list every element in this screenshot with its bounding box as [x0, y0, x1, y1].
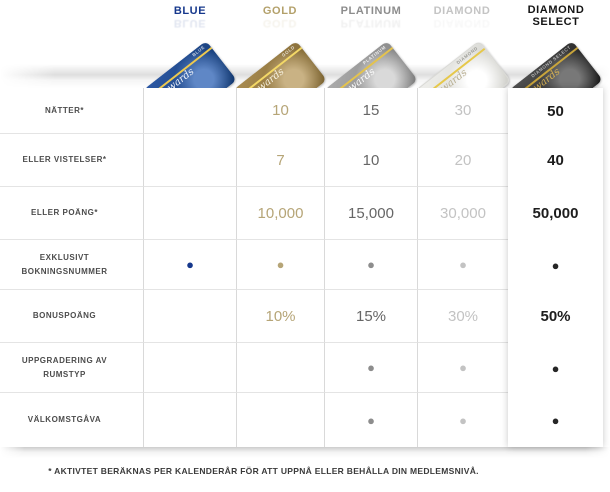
cell-bokningsnummer-diamond-select: ●	[551, 257, 560, 273]
cell-valkomstgava-diamond: ●	[417, 393, 508, 447]
tier-label-reflection: DIAMOND	[433, 17, 491, 29]
cell-vistelser-diamond: 20	[417, 134, 508, 187]
cell-bokningsnummer-gold: ●	[236, 240, 324, 290]
table-bottom-shadow	[0, 447, 610, 458]
cell-poang-blue	[143, 187, 236, 240]
cell-uppgradering-diamond: ●	[417, 343, 508, 393]
cell-poang-diamond: 30,000	[417, 187, 508, 240]
tier-label-platinum: PLATINUM	[340, 5, 402, 17]
cell-uppgradering-gold	[236, 343, 324, 393]
cell-bonuspoang-diamond-select: 50%	[540, 308, 571, 325]
tier-header-diamond: DIAMOND DIAMOND	[412, 5, 512, 29]
row-label-uppgradering: UPPGRADERING AV RUMSTYP	[0, 343, 143, 393]
cell-natter-diamond: 30	[417, 88, 508, 134]
cell-vistelser-blue	[143, 134, 236, 187]
cell-poang-diamond-select: 50,000	[532, 205, 579, 222]
cell-vistelser-gold: 7	[236, 134, 324, 187]
tier-header-gold: GOLD GOLD	[230, 5, 330, 29]
footnote-text: * AKTIVTET BERÄKNAS PER KALENDERÅR FÖR A…	[48, 466, 479, 476]
cell-vistelser-platinum: 10	[324, 134, 417, 187]
cell-bonuspoang-platinum: 15%	[324, 290, 417, 343]
tier-header-row: BLUE BLUE GOLD GOLD PLATINUM PLATINUM DI…	[0, 0, 610, 88]
cell-uppgradering-platinum: ●	[324, 343, 417, 393]
tier-header-diamond-select: DIAMOND SELECT	[516, 4, 596, 28]
cell-uppgradering-blue	[143, 343, 236, 393]
tier-header-blue: BLUE BLUE	[140, 5, 240, 29]
tier-label-reflection: GOLD	[262, 17, 298, 29]
tier-label-gold: GOLD	[262, 5, 298, 17]
diamond-select-column-highlight: 50 40 50,000 ● 50% ● ●	[508, 88, 603, 447]
cell-bonuspoang-diamond: 30%	[417, 290, 508, 343]
cell-valkomstgava-blue	[143, 393, 236, 447]
cell-natter-gold: 10	[236, 88, 324, 134]
tier-label-reflection: BLUE	[173, 17, 207, 29]
cell-bokningsnummer-blue: ●	[143, 240, 236, 290]
cell-natter-diamond-select: 50	[547, 102, 564, 120]
row-label-bonuspoang: BONUSPOÄNG	[0, 290, 143, 343]
cell-valkomstgava-platinum: ●	[324, 393, 417, 447]
row-label-valkomstgava: VÄLKOMSTGÅVA	[27, 415, 102, 425]
cell-natter-blue	[143, 88, 236, 134]
cell-natter-platinum: 15	[324, 88, 417, 134]
row-label-natter: NÄTTER*	[0, 88, 143, 134]
benefits-grid: NÄTTER* 10 15 30 ELLER VISTELSER* 7 10 2…	[0, 88, 508, 447]
cell-uppgradering-diamond-select: ●	[551, 360, 560, 376]
tier-header-platinum: PLATINUM PLATINUM	[321, 5, 421, 29]
cell-bokningsnummer-diamond: ●	[417, 240, 508, 290]
cell-bonuspoang-gold: 10%	[236, 290, 324, 343]
tier-label-reflection: PLATINUM	[340, 17, 402, 29]
tier-label-diamond: DIAMOND	[433, 5, 491, 17]
cell-bokningsnummer-platinum: ●	[324, 240, 417, 290]
row-label-poang: ELLER POÄNG*	[0, 187, 143, 240]
tier-label-diamond-select: DIAMOND SELECT	[527, 4, 585, 28]
cell-vistelser-diamond-select: 40	[547, 152, 564, 169]
cell-valkomstgava-diamond-select: ●	[551, 412, 560, 428]
cell-bonuspoang-blue	[143, 290, 236, 343]
row-label-bokningsnummer: EXKLUSIVT BOKNINGSNUMMER	[0, 240, 143, 290]
row-label-vistelser: ELLER VISTELSER*	[0, 134, 143, 187]
cell-poang-gold: 10,000	[236, 187, 324, 240]
tier-label-blue: BLUE	[173, 5, 207, 17]
cell-poang-platinum: 15,000	[324, 187, 417, 240]
cell-valkomstgava-gold	[236, 393, 324, 447]
